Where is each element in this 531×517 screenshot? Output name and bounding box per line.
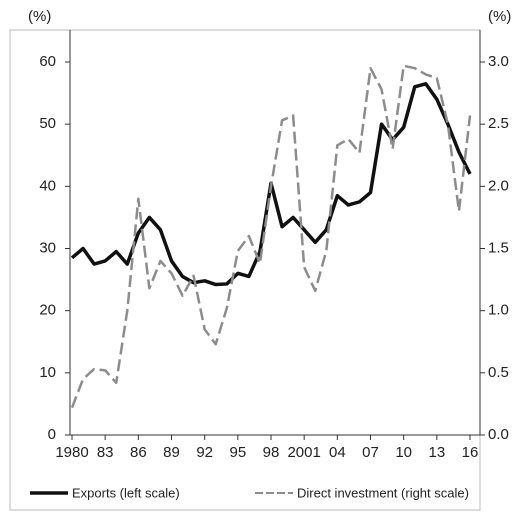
x-tick-label: 98 bbox=[263, 444, 280, 461]
x-tick-label: 83 bbox=[97, 444, 114, 461]
series-line bbox=[70, 64, 472, 409]
y2-tick-label: 1.0 bbox=[488, 302, 509, 319]
y2-tick-label: 3.0 bbox=[488, 53, 509, 70]
y-tick-label: 60 bbox=[39, 53, 56, 70]
y2-tick-label: 0.0 bbox=[488, 426, 509, 443]
y2-tick-label: 0.5 bbox=[488, 364, 509, 381]
x-tick-label: 07 bbox=[362, 444, 379, 461]
y2-unit-label: (%) bbox=[488, 8, 511, 25]
y-tick-label: 30 bbox=[39, 239, 56, 256]
x-tick-label: 16 bbox=[462, 444, 479, 461]
x-tick-label: 89 bbox=[163, 444, 180, 461]
y-tick-label: 50 bbox=[39, 115, 56, 132]
x-tick-label: 13 bbox=[428, 444, 445, 461]
x-tick-label: 10 bbox=[395, 444, 412, 461]
y-tick-label: 10 bbox=[39, 364, 56, 381]
y-tick-label: 0 bbox=[48, 426, 56, 443]
x-tick-label: 92 bbox=[196, 444, 213, 461]
legend-label: Exports (left scale) bbox=[72, 485, 180, 500]
x-tick-label: 86 bbox=[130, 444, 147, 461]
y-tick-label: 40 bbox=[39, 177, 56, 194]
x-tick-label: 04 bbox=[329, 444, 346, 461]
x-tick-label: 2001 bbox=[287, 444, 320, 461]
y2-tick-label: 2.5 bbox=[488, 115, 509, 132]
y2-tick-label: 2.0 bbox=[488, 177, 509, 194]
x-tick-label: 1980 bbox=[55, 444, 88, 461]
x-tick-label: 95 bbox=[229, 444, 246, 461]
y-tick-label: 20 bbox=[39, 302, 56, 319]
legend-label: Direct investment (right scale) bbox=[297, 485, 469, 500]
y-unit-label: (%) bbox=[28, 8, 51, 25]
y2-tick-label: 1.5 bbox=[488, 239, 509, 256]
